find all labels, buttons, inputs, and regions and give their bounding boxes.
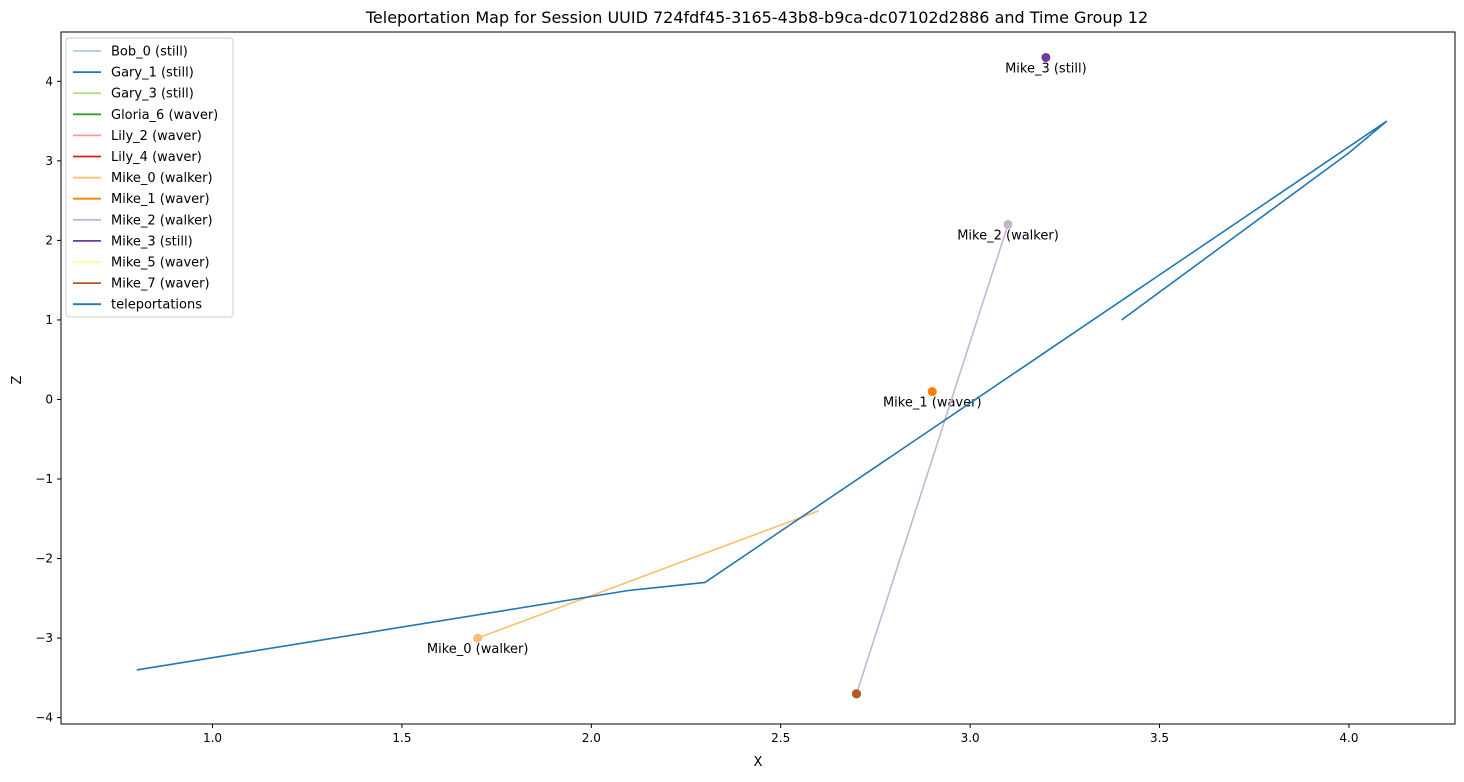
legend-label: teleportations	[111, 298, 202, 313]
series-line	[855, 224, 1009, 695]
plot-area: Mike_0 (walker) Mike_1 (waver) Mike_2 (wal…	[136, 52, 1388, 699]
x-tick-label: 1.5	[392, 731, 411, 745]
legend-label: Bob_0 (still)	[111, 45, 188, 60]
plot-frame	[60, 31, 1456, 725]
legend-item-mike-5-waver: Mike_5 (waver)	[73, 256, 210, 271]
legend-label: Gloria_6 (waver)	[111, 108, 218, 123]
x-tick-label: 3.0	[961, 731, 980, 745]
series-point	[1003, 219, 1013, 229]
x-tick-label: 1.0	[203, 731, 222, 745]
series-mike-1-waver: Mike_1 (waver)	[883, 387, 982, 411]
y-tick-label: −1	[35, 472, 53, 486]
series-point	[927, 387, 937, 397]
legend-entries: Bob_0 (still) Gary_1 (still) Gary_3 (still…	[73, 45, 218, 313]
y-tick-label: −2	[35, 552, 53, 566]
y-tick-label: 3	[45, 154, 53, 168]
series-teleportations	[136, 120, 1388, 671]
chart-title: Teleportation Map for Session UUID 724fd…	[365, 8, 1148, 27]
legend-item-teleportations: teleportations	[73, 298, 202, 313]
point-label: Mike_3 (still)	[1005, 61, 1087, 76]
y-tick-label: −3	[35, 631, 53, 645]
x-tick-label: 2.0	[582, 731, 601, 745]
legend-box	[65, 37, 234, 318]
y-tick-label: 1	[45, 313, 53, 327]
x-tick-label: 2.5	[771, 731, 790, 745]
point-label: Mike_0 (walker)	[427, 642, 529, 657]
series-mike-7-waver	[851, 689, 861, 699]
legend-item-mike-2-walker: Mike_2 (walker)	[73, 213, 213, 228]
y-axis-label: Z	[10, 375, 25, 384]
legend: Bob_0 (still) Gary_1 (still) Gary_3 (still…	[65, 37, 234, 318]
legend-label: Mike_5 (waver)	[111, 256, 210, 271]
legend-label: Mike_0 (walker)	[111, 171, 213, 186]
series-mike-3-still: Mike_3 (still)	[1005, 52, 1087, 76]
legend-label: Gary_1 (still)	[111, 66, 194, 81]
y-tick-label: 4	[45, 74, 53, 88]
legend-item-gary-1-still: Gary_1 (still)	[73, 66, 194, 81]
legend-label: Mike_7 (waver)	[111, 277, 210, 292]
x-tick-label: 4.0	[1339, 731, 1358, 745]
y-tick-label: 0	[45, 392, 53, 406]
legend-label: Lily_2 (waver)	[111, 129, 202, 144]
series-mike-2-walker: Mike_2 (walker)	[855, 219, 1059, 695]
y-tick-label: −4	[35, 711, 53, 725]
series-line	[136, 120, 1388, 671]
series-point	[473, 633, 483, 643]
y-tick-label: 2	[45, 233, 53, 247]
legend-label: Gary_3 (still)	[111, 87, 194, 102]
x-axis-label: X	[754, 755, 763, 770]
legend-item-mike-7-waver: Mike_7 (waver)	[73, 277, 210, 292]
point-label: Mike_1 (waver)	[883, 396, 982, 411]
y-axis-ticks: −4 −3 −2 −1 0 1 2 3 4	[35, 74, 61, 725]
x-tick-label: 3.5	[1150, 731, 1169, 745]
series-mike-0-walker: Mike_0 (walker)	[427, 510, 819, 657]
legend-item-bob-0-still: Bob_0 (still)	[73, 45, 188, 60]
legend-label: Mike_2 (walker)	[111, 213, 213, 228]
legend-item-mike-3-still: Mike_3 (still)	[73, 234, 193, 249]
legend-label: Lily_4 (waver)	[111, 150, 202, 165]
x-axis-ticks: 1.0 1.5 2.0 2.5 3.0 3.5 4.0	[203, 724, 1358, 745]
point-label: Mike_2 (walker)	[957, 228, 1059, 243]
legend-item-gary-3-still: Gary_3 (still)	[73, 87, 194, 102]
legend-label: Mike_3 (still)	[111, 234, 193, 249]
series-line	[477, 510, 819, 639]
legend-item-mike-0-walker: Mike_0 (walker)	[73, 171, 213, 186]
legend-item-gloria-6-waver: Gloria_6 (waver)	[73, 108, 218, 123]
series-point	[1041, 52, 1051, 62]
legend-item-lily-4-waver: Lily_4 (waver)	[73, 150, 202, 165]
series-point	[851, 689, 861, 699]
legend-item-mike-1-waver: Mike_1 (waver)	[73, 192, 210, 207]
legend-item-lily-2-waver: Lily_2 (waver)	[73, 129, 202, 144]
legend-label: Mike_1 (waver)	[111, 192, 210, 207]
